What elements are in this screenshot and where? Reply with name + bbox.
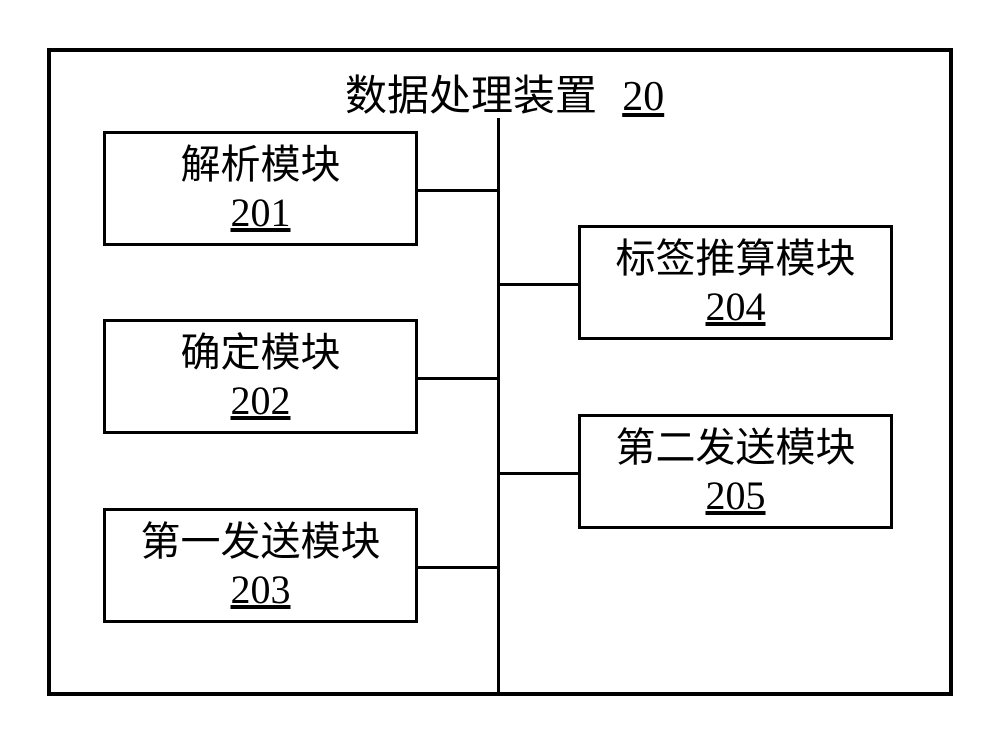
module-number: 202 — [231, 377, 291, 425]
diagram-title-number: 20 — [622, 74, 664, 120]
module-second-send: 第二发送模块 205 — [578, 414, 893, 529]
module-label: 标签推算模块 — [616, 235, 856, 283]
module-number: 201 — [231, 189, 291, 237]
connector-line — [418, 189, 497, 192]
module-label: 解析模块 — [181, 141, 341, 189]
connector-line — [418, 377, 497, 380]
module-determine: 确定模块 202 — [103, 319, 418, 434]
module-parse: 解析模块 201 — [103, 131, 418, 246]
module-number: 204 — [706, 283, 766, 331]
module-label: 第二发送模块 — [616, 424, 856, 472]
connector-line — [497, 472, 578, 475]
connector-line — [418, 566, 497, 569]
module-label-infer: 标签推算模块 204 — [578, 225, 893, 340]
module-label: 确定模块 — [181, 329, 341, 377]
connector-line — [497, 283, 578, 286]
module-number: 205 — [706, 472, 766, 520]
module-first-send: 第一发送模块 203 — [103, 508, 418, 623]
diagram-canvas: 数据处理装置 20 解析模块 201 确定模块 202 第一发送模块 203 标… — [0, 0, 1000, 747]
module-number: 203 — [231, 566, 291, 614]
vertical-spine-line — [497, 118, 500, 696]
diagram-title-text: 数据处理装置 — [345, 74, 597, 120]
module-label: 第一发送模块 — [141, 518, 381, 566]
diagram-title: 数据处理装置 20 — [345, 62, 664, 123]
